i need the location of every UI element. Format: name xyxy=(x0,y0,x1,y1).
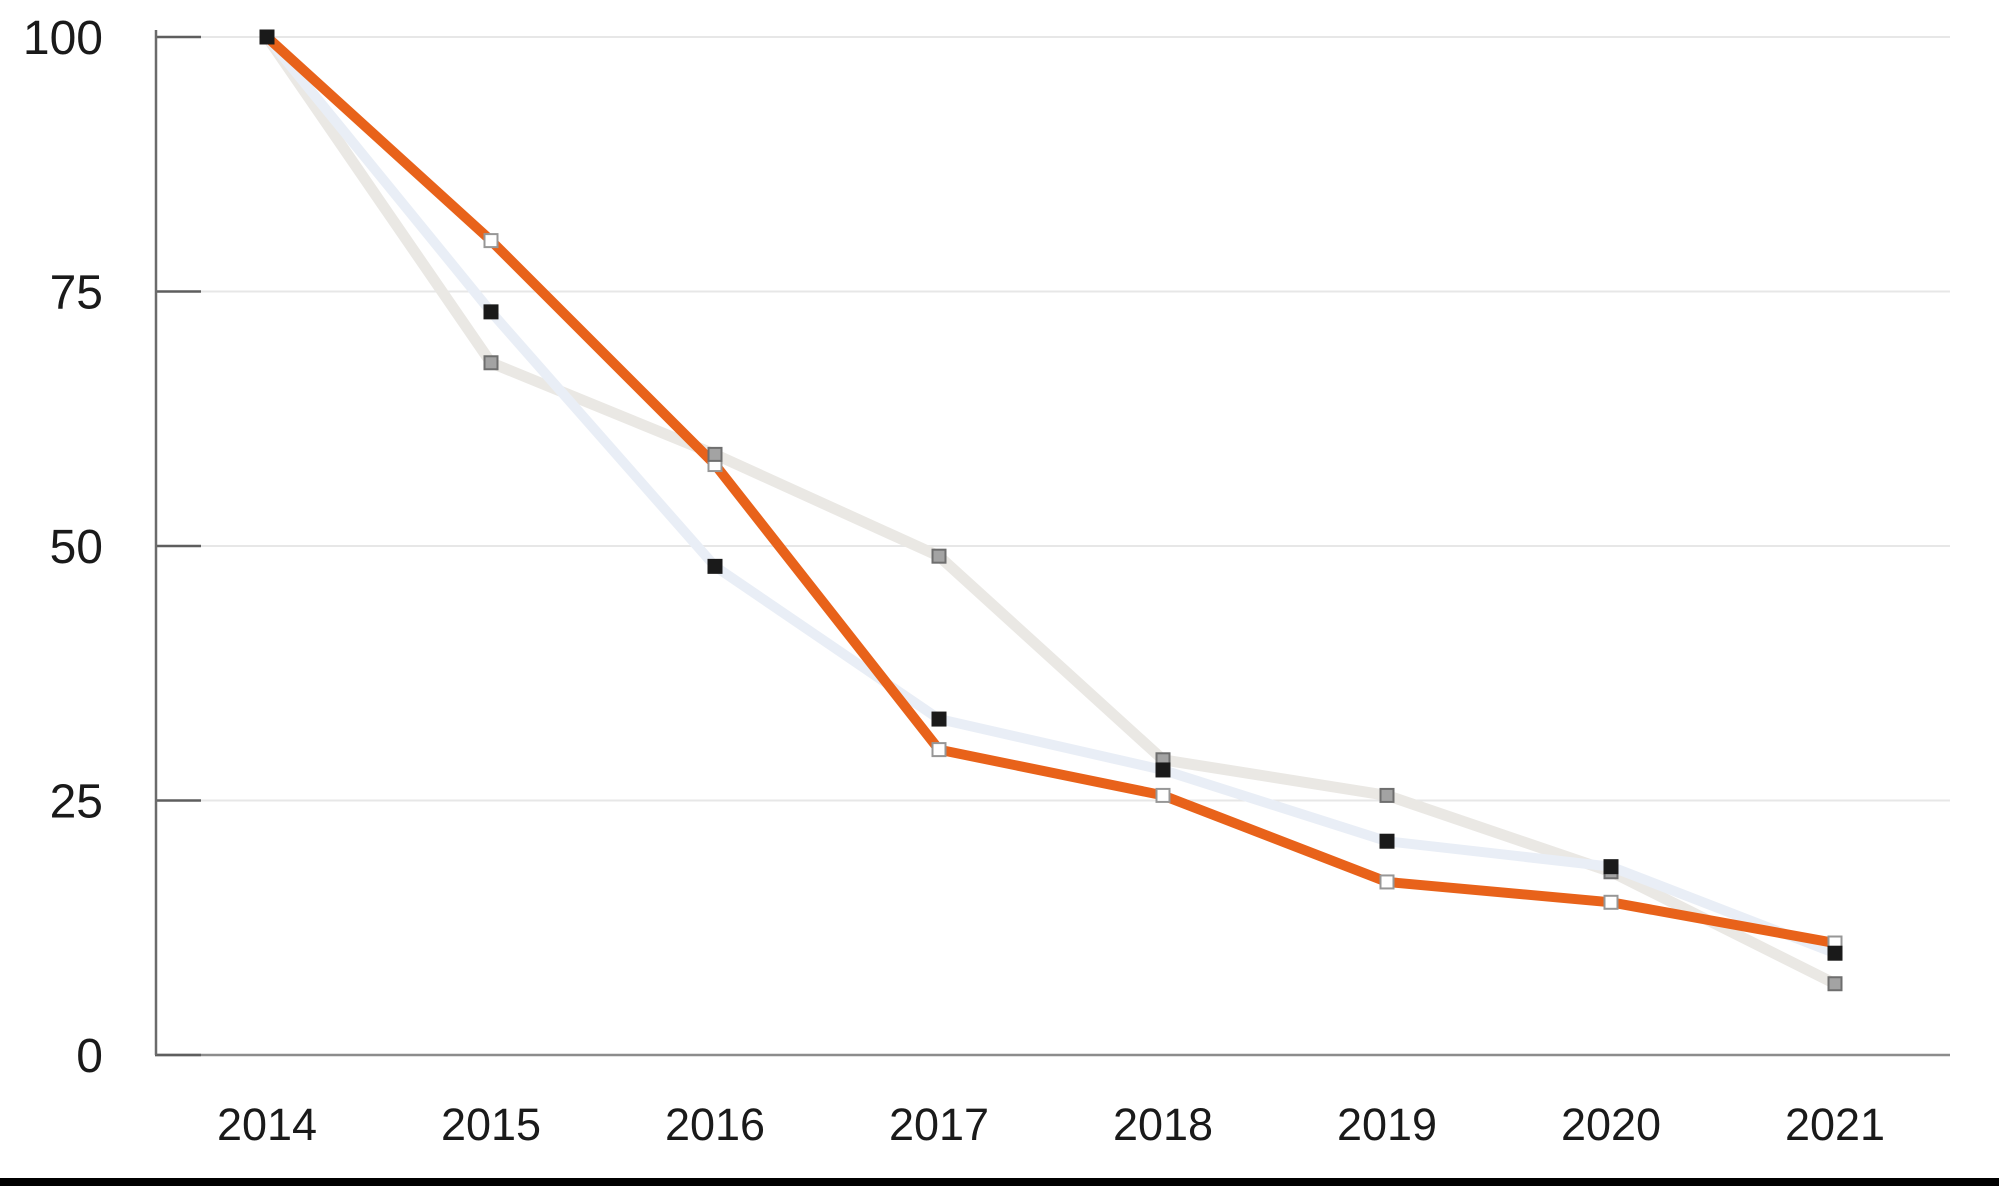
data-point-marker-light-blue-line-black-markers xyxy=(1603,859,1619,875)
data-point-marker-orange-highlight-line xyxy=(1379,874,1395,890)
data-point-marker-light-gray-line xyxy=(707,446,723,462)
data-point-marker-light-blue-line-black-markers xyxy=(931,711,947,727)
data-point-marker-orange-highlight-line xyxy=(1155,787,1171,803)
x-tick-label: 2017 xyxy=(889,1099,989,1150)
series-line-light-blue-line-black-markers xyxy=(263,33,1837,958)
data-point-marker-light-gray-line xyxy=(931,548,947,564)
page-bottom-rule xyxy=(0,1178,1999,1186)
x-tick-label: 2020 xyxy=(1561,1099,1661,1150)
y-tick-label: 75 xyxy=(50,266,103,319)
y-tick-label: 25 xyxy=(50,775,103,828)
data-point-marker-orange-highlight-line xyxy=(1603,894,1619,910)
x-tick-label: 2015 xyxy=(441,1099,541,1150)
data-point-marker-light-blue-line-black-markers xyxy=(259,29,275,45)
series-line-orange-highlight-line xyxy=(263,33,1836,948)
data-point-marker-light-blue-line-black-markers xyxy=(1155,762,1171,778)
x-tick-label: 2018 xyxy=(1113,1099,1213,1150)
data-point-marker-light-blue-line-black-markers xyxy=(707,558,723,574)
x-tick-label: 2016 xyxy=(665,1099,765,1150)
data-point-marker-light-blue-line-black-markers xyxy=(1827,945,1843,961)
data-point-marker-light-gray-line xyxy=(1379,787,1395,803)
data-point-marker-light-blue-line-black-markers xyxy=(483,304,499,320)
x-tick-label: 2014 xyxy=(217,1099,317,1150)
data-point-marker-orange-highlight-line xyxy=(483,233,499,249)
y-tick-label: 50 xyxy=(50,521,103,574)
x-tick-label: 2021 xyxy=(1785,1099,1885,1150)
x-tick-label: 2019 xyxy=(1337,1099,1437,1150)
data-point-marker-orange-highlight-line xyxy=(931,742,947,758)
data-point-marker-light-blue-line-black-markers xyxy=(1379,833,1395,849)
y-tick-label: 100 xyxy=(23,12,103,65)
data-point-marker-light-gray-line xyxy=(483,355,499,371)
data-point-marker-light-gray-line xyxy=(1827,976,1843,992)
y-tick-label: 0 xyxy=(76,1030,103,1083)
series-line-light-gray-line xyxy=(262,33,1838,989)
